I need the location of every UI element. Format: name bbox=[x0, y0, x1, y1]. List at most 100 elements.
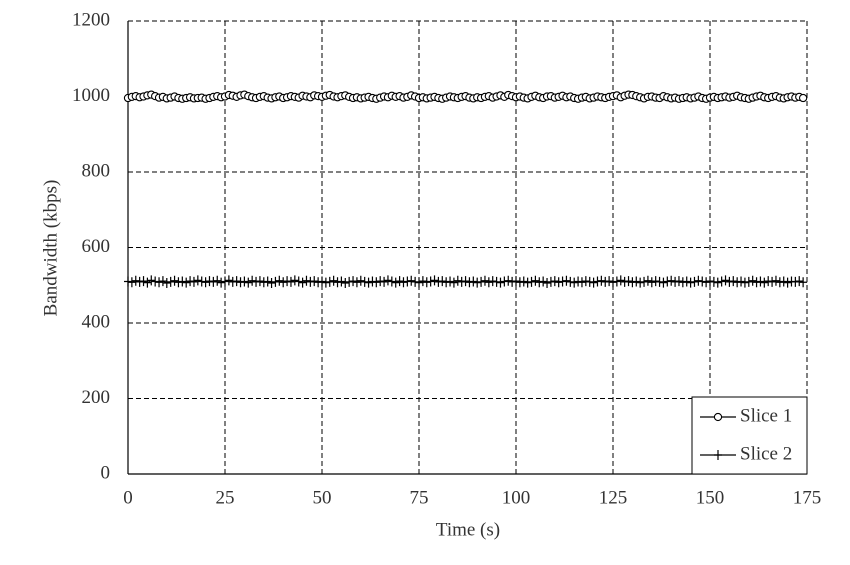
data-point bbox=[182, 277, 191, 288]
x-tick-label: 0 bbox=[123, 487, 133, 508]
data-point bbox=[740, 277, 749, 288]
data-point bbox=[434, 276, 443, 287]
data-point bbox=[512, 276, 520, 287]
data-point bbox=[799, 277, 808, 288]
data-point bbox=[135, 276, 144, 287]
data-point bbox=[380, 276, 389, 287]
data-point bbox=[356, 275, 365, 286]
data-point bbox=[543, 277, 552, 288]
data-point bbox=[399, 277, 408, 288]
data-point bbox=[581, 276, 590, 287]
data-point bbox=[574, 276, 583, 287]
data-point bbox=[391, 277, 400, 288]
data-point bbox=[352, 277, 361, 288]
data-point bbox=[725, 276, 734, 287]
data-point bbox=[403, 276, 412, 287]
y-tick-label: 600 bbox=[82, 236, 111, 257]
legend-marker bbox=[714, 450, 722, 460]
data-point bbox=[562, 275, 571, 286]
data-point bbox=[791, 276, 800, 287]
data-point bbox=[733, 277, 742, 288]
data-point bbox=[306, 276, 315, 287]
data-point bbox=[329, 275, 338, 286]
data-point bbox=[302, 275, 311, 286]
data-point bbox=[748, 275, 757, 286]
data-point bbox=[702, 277, 711, 288]
data-point bbox=[752, 277, 761, 288]
data-point bbox=[457, 276, 466, 287]
data-point bbox=[461, 276, 470, 287]
x-tick-label: 125 bbox=[599, 487, 628, 508]
data-point bbox=[624, 276, 633, 287]
data-point bbox=[492, 276, 501, 287]
data-point bbox=[298, 277, 307, 288]
data-point bbox=[508, 276, 517, 287]
data-point bbox=[601, 276, 610, 287]
data-point bbox=[628, 277, 637, 288]
data-point bbox=[387, 276, 396, 287]
y-tick-label: 200 bbox=[82, 387, 111, 408]
data-point bbox=[232, 276, 241, 287]
legend-box bbox=[691, 396, 808, 475]
data-point bbox=[550, 276, 559, 287]
data-point bbox=[314, 277, 323, 288]
data-point bbox=[383, 275, 392, 286]
data-point bbox=[717, 276, 726, 287]
data-point bbox=[205, 276, 214, 287]
data-point bbox=[248, 275, 257, 286]
data-point bbox=[255, 276, 264, 287]
data-point bbox=[147, 275, 156, 286]
data-point bbox=[372, 277, 381, 288]
data-point bbox=[318, 276, 326, 287]
data-point bbox=[744, 276, 753, 287]
data-point bbox=[651, 276, 660, 287]
data-point bbox=[143, 277, 152, 288]
data-point bbox=[170, 275, 179, 286]
data-point bbox=[290, 275, 299, 286]
data-point bbox=[442, 277, 451, 288]
data-point bbox=[360, 276, 369, 287]
data-point bbox=[698, 276, 707, 287]
data-point bbox=[217, 277, 226, 288]
data-point bbox=[364, 277, 373, 288]
data-point bbox=[341, 277, 350, 288]
data-point bbox=[349, 276, 358, 287]
data-point bbox=[213, 275, 222, 286]
data-point bbox=[484, 277, 493, 288]
data-point bbox=[422, 277, 431, 288]
data-point bbox=[155, 277, 164, 288]
data-point bbox=[566, 276, 575, 287]
data-point bbox=[438, 276, 447, 287]
data-point bbox=[620, 276, 629, 287]
data-point bbox=[488, 276, 497, 287]
data-point bbox=[605, 276, 614, 287]
data-point bbox=[473, 277, 482, 288]
data-point bbox=[151, 276, 160, 287]
data-point bbox=[783, 277, 792, 288]
data-point bbox=[345, 276, 354, 287]
data-point bbox=[158, 276, 167, 287]
data-point bbox=[430, 275, 439, 286]
y-axis-label: Bandwidth (kbps) bbox=[40, 180, 61, 317]
data-point bbox=[236, 277, 245, 288]
x-tick-label: 50 bbox=[313, 487, 332, 508]
data-point bbox=[174, 277, 183, 288]
data-point bbox=[659, 277, 668, 288]
data-point bbox=[480, 275, 489, 286]
data-point bbox=[127, 277, 136, 288]
data-point bbox=[721, 275, 730, 286]
data-point bbox=[263, 276, 272, 287]
data-point bbox=[178, 276, 187, 287]
data-point bbox=[294, 276, 303, 287]
data-point bbox=[655, 276, 664, 287]
data-point bbox=[244, 277, 253, 288]
data-point bbox=[477, 276, 486, 287]
x-tick-label: 100 bbox=[502, 487, 531, 508]
data-point bbox=[589, 277, 598, 288]
data-point bbox=[500, 276, 509, 287]
data-point bbox=[706, 276, 714, 287]
data-point bbox=[636, 277, 645, 288]
data-point bbox=[756, 276, 765, 287]
data-point bbox=[678, 277, 687, 288]
